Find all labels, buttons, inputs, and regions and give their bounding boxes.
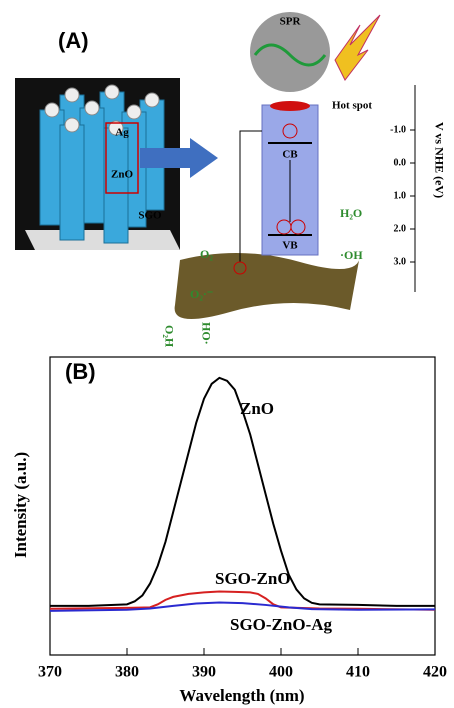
substrate bbox=[25, 230, 180, 250]
series-label: SGO-ZnO bbox=[215, 569, 291, 588]
energy-axis-label: V vs NHE (eV) bbox=[432, 122, 446, 198]
energy-tick-label: 1.0 bbox=[394, 190, 407, 201]
hot-spot-label: Hot spot bbox=[332, 100, 372, 112]
x-tick-label: 370 bbox=[38, 664, 62, 681]
energy-ticks: -1.0 0.0 1.0 2.0 3.0 bbox=[390, 124, 415, 267]
oh-label: ·OH bbox=[340, 248, 363, 262]
sgo-label: SGO bbox=[138, 210, 162, 222]
x-tick-label: 410 bbox=[346, 664, 370, 681]
o2-radical-label: O₂·⁻ bbox=[190, 287, 213, 301]
h2o-label: H₂O bbox=[340, 206, 362, 220]
ag-label: Ag bbox=[115, 127, 129, 139]
light bbox=[335, 15, 380, 80]
y-axis-label: Intensity (a.u.) bbox=[11, 452, 30, 558]
oh-rot-label: HO· bbox=[199, 322, 213, 345]
energy-tick-label: -1.0 bbox=[390, 124, 406, 135]
panel-label: (A) bbox=[58, 28, 89, 53]
panel-b: (B) Wavelength (nm) Intensity (a.u.) 370… bbox=[11, 357, 447, 705]
x-tick-label: 420 bbox=[423, 664, 447, 681]
panel-a: (A) Ag ZnO SGO SPR Hot spot CB bbox=[15, 12, 446, 348]
transfer bbox=[240, 131, 262, 262]
x-axis-label: Wavelength (nm) bbox=[179, 686, 304, 705]
x-tick-label: 380 bbox=[115, 664, 139, 681]
vb-label: VB bbox=[282, 240, 298, 252]
energy-tick-label: 0.0 bbox=[394, 157, 407, 168]
series-label: SGO-ZnO-Ag bbox=[230, 615, 333, 634]
energy-tick-label: 3.0 bbox=[394, 256, 407, 267]
x-tick-label: 390 bbox=[192, 664, 216, 681]
h2o-rot-label: O₂H bbox=[162, 325, 176, 348]
panel-label: (B) bbox=[65, 359, 96, 384]
hot-spot bbox=[270, 101, 310, 111]
zno-label: ZnO bbox=[111, 169, 133, 181]
x-tick-label: 400 bbox=[269, 664, 293, 681]
cb-label: CB bbox=[282, 149, 298, 161]
line bbox=[50, 603, 435, 611]
figure: (A) Ag ZnO SGO SPR Hot spot CB bbox=[0, 0, 454, 708]
o2-label: O₂ bbox=[200, 247, 213, 261]
energy-tick-label: 2.0 bbox=[394, 223, 407, 234]
line bbox=[50, 592, 435, 610]
spr-label: SPR bbox=[280, 16, 302, 28]
series-label: ZnO bbox=[240, 399, 274, 418]
